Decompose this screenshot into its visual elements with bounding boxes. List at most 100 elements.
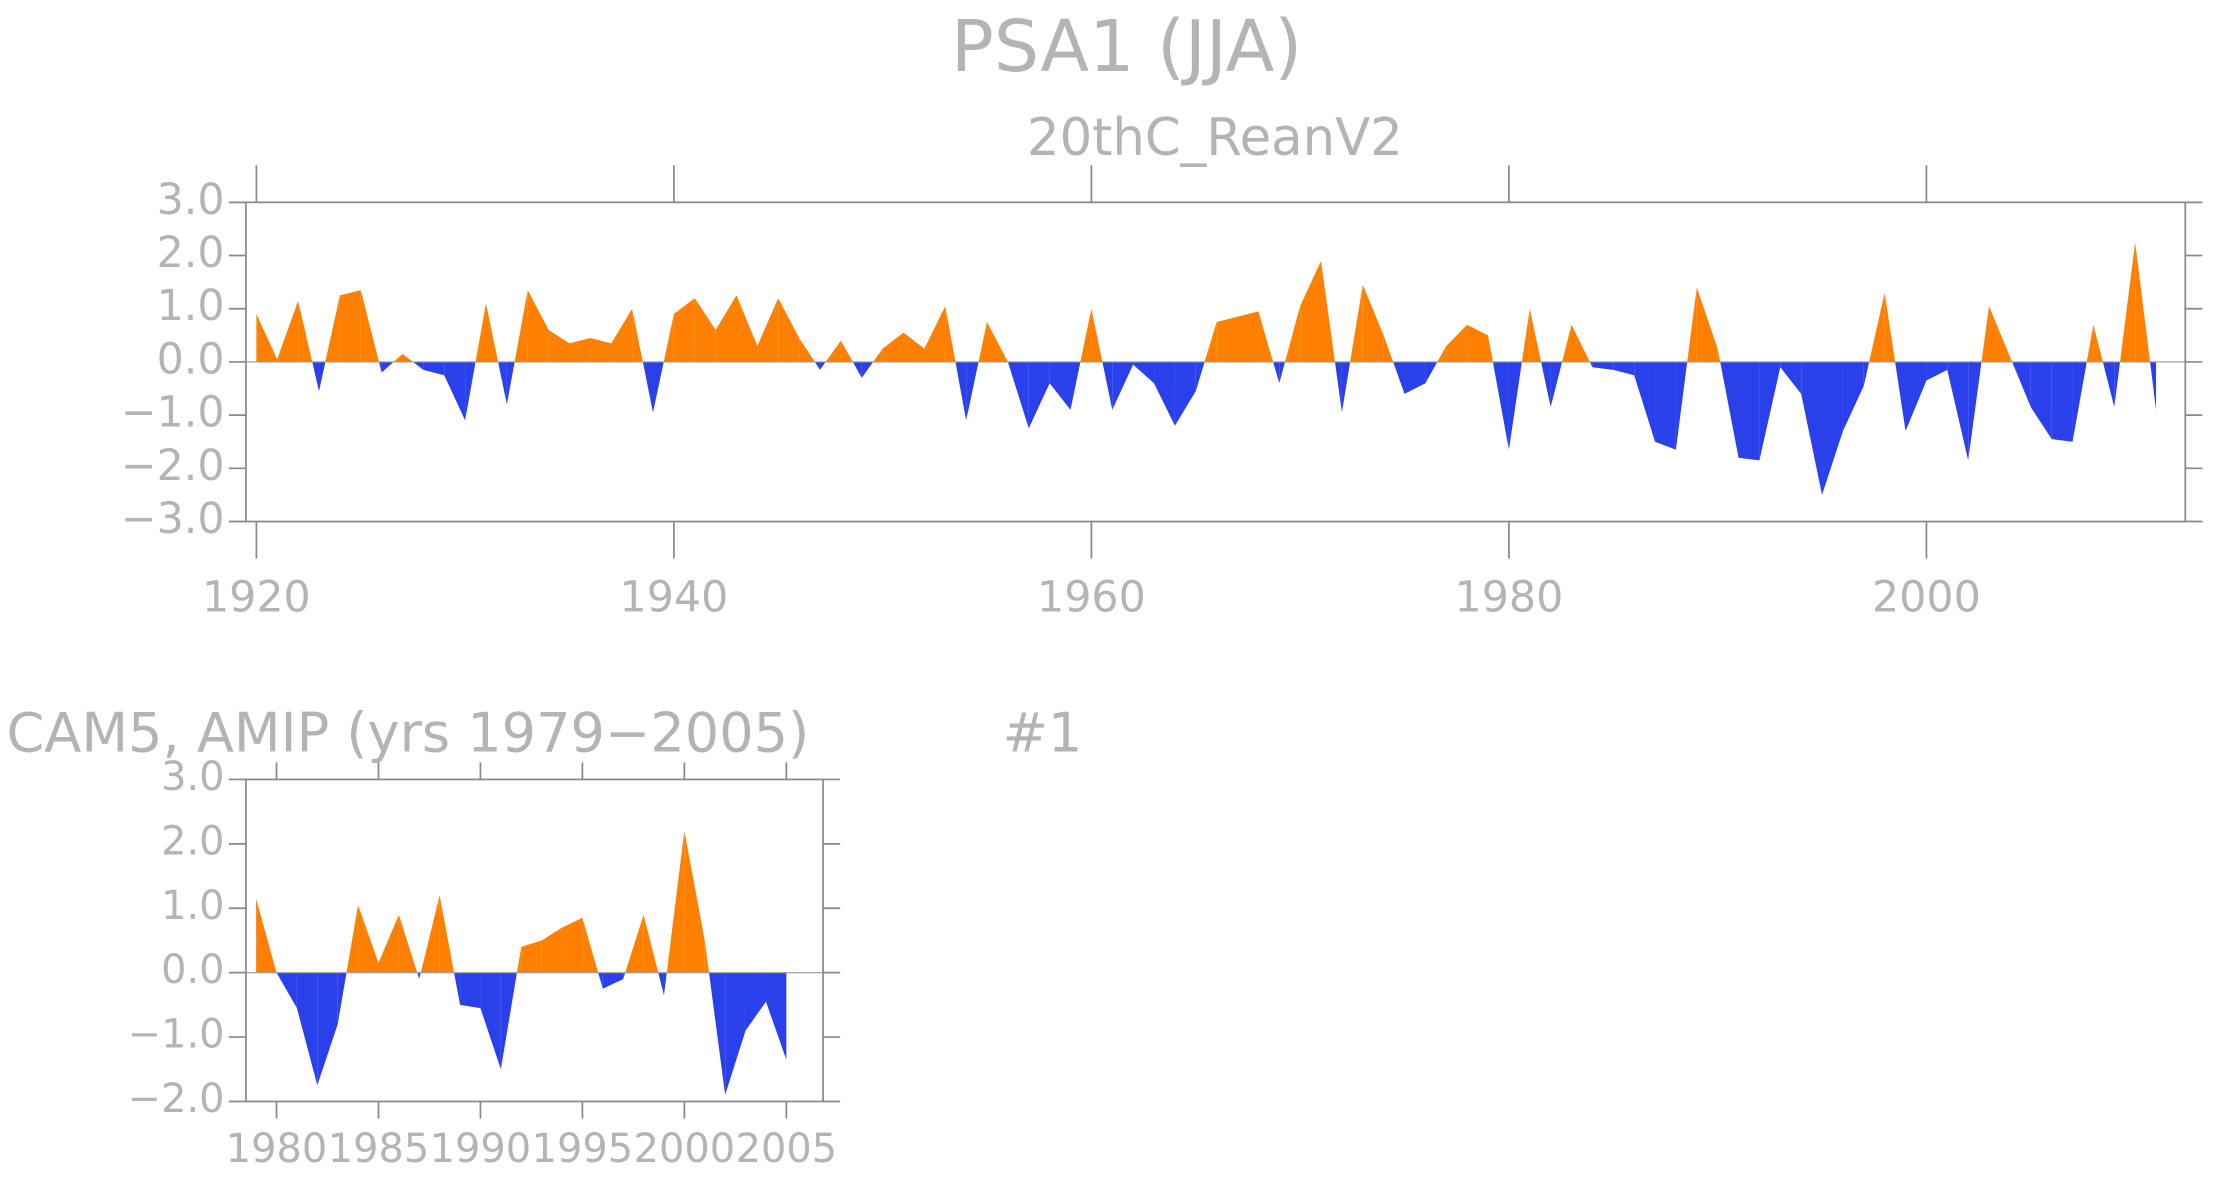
area-segment bbox=[412, 361, 424, 370]
area-segment bbox=[419, 972, 421, 980]
area-segment bbox=[381, 361, 394, 373]
area-segment bbox=[339, 290, 361, 362]
area-segment bbox=[1258, 311, 1274, 362]
x-tick-label: 1960 bbox=[1037, 572, 1146, 622]
area-segment bbox=[924, 306, 946, 362]
area-segment bbox=[475, 303, 487, 362]
area-segment bbox=[337, 972, 347, 1025]
area-segment bbox=[1028, 361, 1050, 429]
area-segment bbox=[460, 972, 481, 1009]
area-segment bbox=[632, 308, 643, 362]
area-segment bbox=[2030, 361, 2052, 440]
area-segment bbox=[1237, 311, 1259, 362]
area-segment bbox=[1541, 361, 1551, 408]
area-segment bbox=[1521, 308, 1530, 362]
area-segment bbox=[1822, 361, 1843, 495]
area-segment bbox=[1508, 361, 1522, 450]
area-segment bbox=[861, 361, 874, 378]
area-segment bbox=[1884, 292, 1896, 362]
area-segment bbox=[814, 361, 821, 370]
area-segment bbox=[643, 914, 659, 973]
y-tick-label: 2.0 bbox=[157, 228, 225, 278]
area-segment bbox=[704, 940, 710, 973]
area-segment bbox=[694, 298, 716, 362]
area-segment bbox=[799, 337, 815, 362]
area-segment bbox=[2114, 361, 2121, 408]
area-segment bbox=[423, 361, 445, 376]
area-segment bbox=[903, 332, 925, 362]
area-segment bbox=[1842, 361, 1864, 432]
area-segment bbox=[378, 914, 399, 973]
area-segment bbox=[296, 972, 318, 1086]
area-segment bbox=[1717, 348, 1721, 362]
x-tick-label: 1985 bbox=[328, 1126, 429, 1172]
area-segment bbox=[569, 337, 591, 362]
area-segment bbox=[256, 314, 278, 362]
area-segment bbox=[611, 308, 633, 362]
y-tick-label: 1.0 bbox=[157, 281, 225, 331]
area-segment bbox=[852, 361, 862, 378]
area-segment bbox=[256, 898, 277, 973]
area-segment bbox=[1321, 260, 1335, 362]
area-segment bbox=[1133, 361, 1155, 384]
area-segment bbox=[1655, 361, 1676, 450]
area-segment bbox=[598, 972, 603, 989]
area-segment bbox=[1989, 306, 2010, 362]
x-tick-label: 1980 bbox=[1455, 572, 1564, 622]
area-segment bbox=[1488, 335, 1493, 362]
area-segment bbox=[1780, 361, 1802, 394]
area-segment bbox=[548, 330, 570, 362]
area-segment bbox=[1895, 361, 1906, 432]
area-segment bbox=[1863, 361, 1870, 386]
area-segment bbox=[2009, 356, 2013, 362]
area-segment bbox=[663, 314, 674, 362]
area-segment bbox=[420, 895, 440, 973]
y-tick-label: −3.0 bbox=[121, 494, 225, 544]
area-segment bbox=[882, 332, 904, 362]
area-segment bbox=[653, 361, 664, 413]
y-tick-label: 0.0 bbox=[161, 947, 224, 993]
area-segment bbox=[2120, 242, 2136, 362]
area-segment bbox=[602, 972, 624, 989]
area-segment bbox=[736, 295, 758, 362]
area-segment bbox=[715, 295, 737, 362]
y-tick-label: 3.0 bbox=[157, 175, 225, 225]
area-segment bbox=[1562, 324, 1572, 362]
x-tick-label: 1980 bbox=[226, 1126, 327, 1172]
area-segment bbox=[1675, 361, 1688, 450]
area-segment bbox=[1300, 260, 1322, 362]
area-segment bbox=[1341, 361, 1351, 413]
area-segment bbox=[663, 972, 667, 996]
area-segment bbox=[666, 830, 685, 973]
area-segment bbox=[2086, 324, 2094, 362]
area-segment bbox=[745, 972, 766, 1031]
area-segment bbox=[2051, 361, 2073, 442]
area-segment bbox=[2093, 324, 2103, 362]
area-segment bbox=[1869, 292, 1885, 362]
area-segment bbox=[480, 972, 501, 1070]
area-segment bbox=[562, 917, 583, 973]
x-tick-label: 2005 bbox=[736, 1126, 837, 1172]
area-segment bbox=[582, 917, 599, 973]
area-segment bbox=[1926, 361, 1948, 381]
area-segment bbox=[1613, 361, 1635, 376]
area-segment bbox=[1091, 308, 1103, 362]
area-segment bbox=[1738, 361, 1760, 461]
area-segment bbox=[439, 895, 455, 973]
area-segment bbox=[1981, 306, 1990, 362]
area-segment bbox=[1467, 324, 1489, 362]
area-segment bbox=[1801, 361, 1823, 495]
area-segment bbox=[1204, 322, 1217, 362]
area-segment bbox=[1174, 361, 1196, 426]
y-tick-label: −1.0 bbox=[121, 388, 225, 438]
area-segment bbox=[521, 940, 542, 973]
area-segment bbox=[454, 972, 461, 1005]
area-segment bbox=[1362, 284, 1384, 362]
y-tick-label: 2.0 bbox=[161, 818, 224, 864]
chart-subtitle: 20thC_ReanV2 bbox=[1027, 108, 1403, 168]
area-segment bbox=[398, 914, 418, 973]
area-segment bbox=[625, 914, 644, 973]
area-segment bbox=[1195, 361, 1205, 392]
